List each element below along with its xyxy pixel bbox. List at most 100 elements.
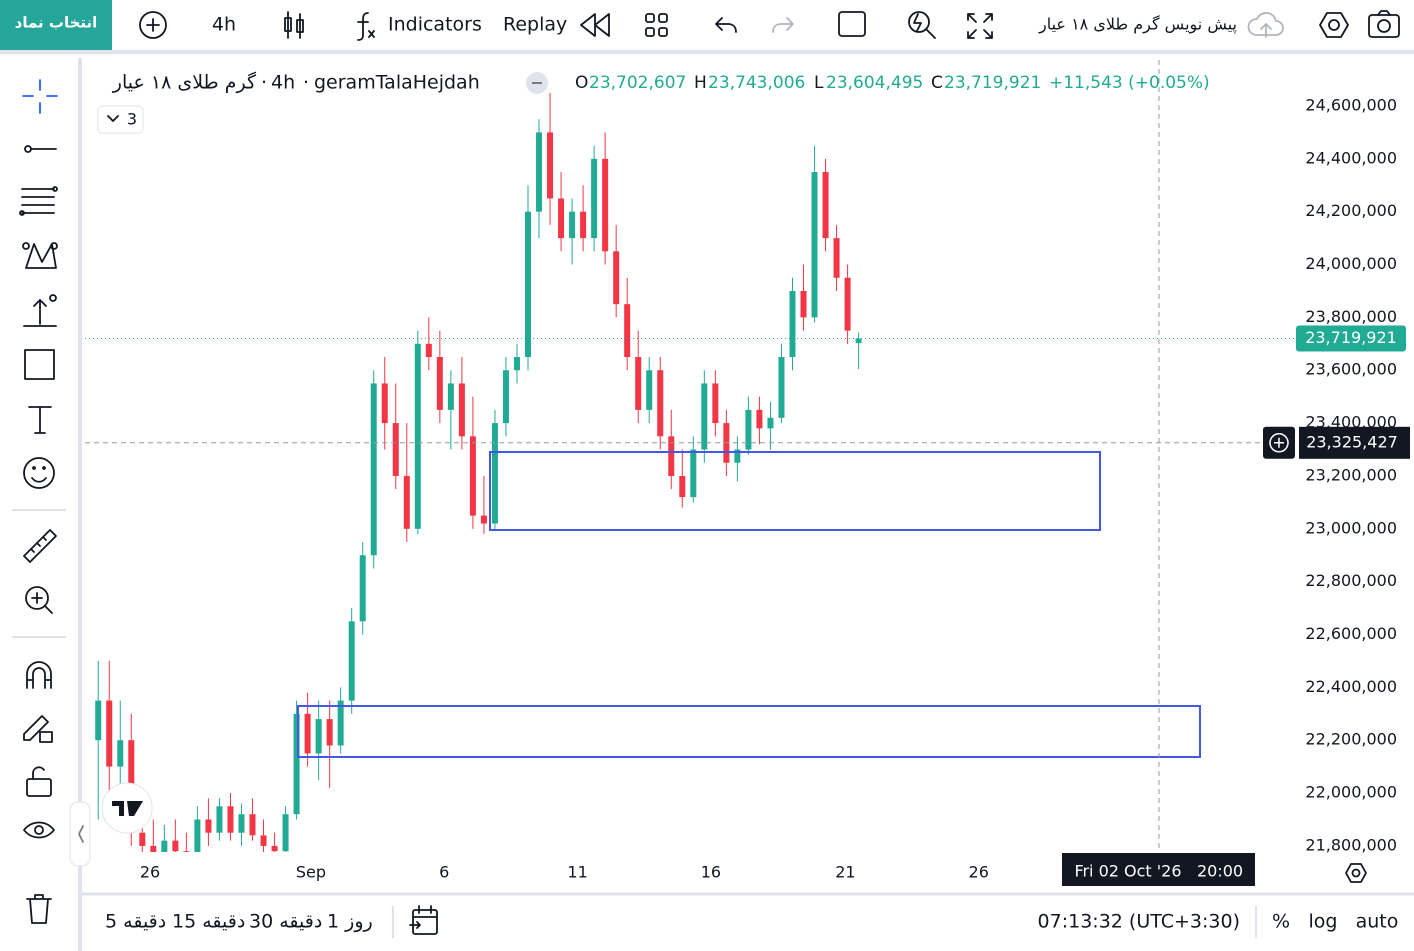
range-button[interactable]: 15 دقیقه — [172, 911, 245, 933]
log-toggle[interactable]: log — [1309, 911, 1338, 933]
ohlc-key: L — [814, 73, 824, 93]
candle-body — [569, 211, 576, 239]
crosshair-price-badge — [1299, 426, 1410, 459]
candle-body — [580, 211, 587, 239]
zoom-tool[interactable] — [25, 586, 53, 614]
trendline-tool[interactable] — [24, 145, 57, 153]
ohlc-value: 23,702,607 — [589, 73, 686, 93]
candle-body — [139, 832, 146, 846]
interval-button[interactable]: 4h — [212, 14, 236, 36]
indicator-count[interactable]: 3 — [127, 110, 137, 129]
text-tool[interactable] — [28, 406, 52, 434]
visibility-tool[interactable] — [23, 821, 55, 839]
add-symbol-icon[interactable] — [139, 11, 167, 39]
lock-drawing-tool[interactable] — [23, 715, 53, 743]
y-tick-label: 23,200,000 — [1305, 465, 1397, 484]
x-tick-label: 6 — [439, 863, 449, 882]
alert-icon[interactable] — [908, 11, 936, 39]
axis-settings[interactable] — [1345, 863, 1367, 883]
chevron[interactable] — [107, 115, 119, 122]
zone-box[interactable] — [489, 451, 1101, 531]
symbol-button-label[interactable]: انتخاب نماد — [15, 14, 98, 32]
replay-button[interactable]: Replay — [503, 14, 567, 36]
range-button[interactable]: 5 دقیقه — [105, 911, 166, 933]
candle-body — [480, 515, 487, 524]
shape-tool[interactable] — [24, 349, 55, 380]
collapse-arrow[interactable] — [78, 825, 84, 843]
symbol-name: گرم طلای ۱۸ عیار — [112, 71, 257, 94]
candle-body — [359, 555, 366, 622]
candle-body — [392, 423, 399, 476]
title-separator: · — [303, 72, 309, 94]
ohlc-value: 23,719,921 — [944, 73, 1041, 93]
candle-body — [227, 806, 234, 833]
range-button[interactable]: 1 روز — [327, 911, 373, 933]
candle-body — [370, 383, 377, 556]
candle-body — [591, 158, 598, 239]
layout-name[interactable]: پیش نویس گرم طلای ۱۸ عیار — [1038, 15, 1237, 35]
layouts-icon[interactable] — [645, 13, 668, 37]
candle-body — [734, 449, 741, 463]
measure-tool[interactable] — [23, 294, 57, 327]
ohlc-change: +11,543 (+0.05%) — [1049, 73, 1210, 93]
zone-box[interactable] — [297, 705, 1201, 758]
y-tick-label: 24,200,000 — [1305, 201, 1397, 220]
ruler-tool[interactable] — [23, 529, 57, 563]
expand-icon[interactable] — [967, 13, 993, 39]
y-tick-label: 22,200,000 — [1305, 730, 1397, 749]
emoji-tool[interactable] — [23, 457, 55, 489]
lock-tool[interactable] — [26, 766, 52, 797]
candle-body — [844, 277, 851, 331]
candle-body — [205, 819, 212, 833]
chart-type-icon[interactable] — [284, 11, 304, 39]
fib-tool[interactable] — [19, 186, 58, 216]
candle-body — [315, 719, 322, 754]
candle-body — [447, 383, 454, 410]
range-button[interactable]: 30 دقیقه — [249, 911, 322, 933]
clock[interactable]: 07:13:32 (UTC+3:30) — [1038, 911, 1240, 933]
goto-date-icon[interactable] — [409, 905, 438, 935]
symbol-button[interactable] — [0, 0, 112, 50]
last-price-badge — [1296, 325, 1406, 352]
indicators-icon[interactable] — [357, 12, 375, 41]
ohlc-key: C — [931, 73, 943, 93]
y-tick-label: 23,600,000 — [1305, 360, 1397, 379]
candle-body — [778, 357, 785, 418]
replay-icon[interactable] — [580, 13, 610, 37]
candle-body — [712, 383, 719, 424]
screenshot-icon[interactable] — [1368, 10, 1400, 38]
magnet-tool[interactable] — [26, 661, 52, 689]
ohlc-key: H — [694, 73, 707, 93]
candle-body — [745, 409, 752, 450]
trash-tool[interactable] — [26, 894, 52, 924]
pattern-tool[interactable] — [22, 242, 58, 269]
ohlc-value: 23,743,006 — [708, 73, 805, 93]
candle-body — [502, 370, 509, 424]
candle-body — [271, 845, 278, 852]
x-tick-label: 26 — [140, 863, 160, 882]
settings-icon[interactable] — [1319, 12, 1349, 38]
percent-toggle[interactable]: % — [1272, 911, 1290, 933]
ohlc-key: O — [575, 73, 588, 93]
crosshair-time: 20:00 — [1197, 862, 1243, 881]
candle-body — [282, 814, 289, 852]
cloud-icon — [1247, 12, 1284, 38]
candle-body — [249, 814, 256, 836]
crosshair-tool[interactable] — [22, 79, 58, 114]
candle-body — [293, 713, 300, 815]
indicators-button[interactable]: Indicators — [388, 14, 482, 36]
fullscreen-box-icon[interactable] — [838, 11, 866, 37]
candle-body — [833, 238, 840, 278]
crosshair-add-icon — [1269, 433, 1289, 453]
ohlc-value: 23,604,495 — [826, 73, 923, 93]
y-tick-label: 22,000,000 — [1305, 783, 1397, 802]
candle-body — [403, 475, 410, 529]
candle-body — [547, 132, 554, 199]
undo-icon[interactable] — [715, 17, 737, 33]
auto-toggle[interactable]: auto — [1356, 911, 1399, 933]
crosshair-add-icon — [1274, 437, 1284, 448]
indicator-badge[interactable] — [97, 105, 144, 134]
crosshair-date: Fri 02 Oct '26 — [1074, 862, 1181, 881]
